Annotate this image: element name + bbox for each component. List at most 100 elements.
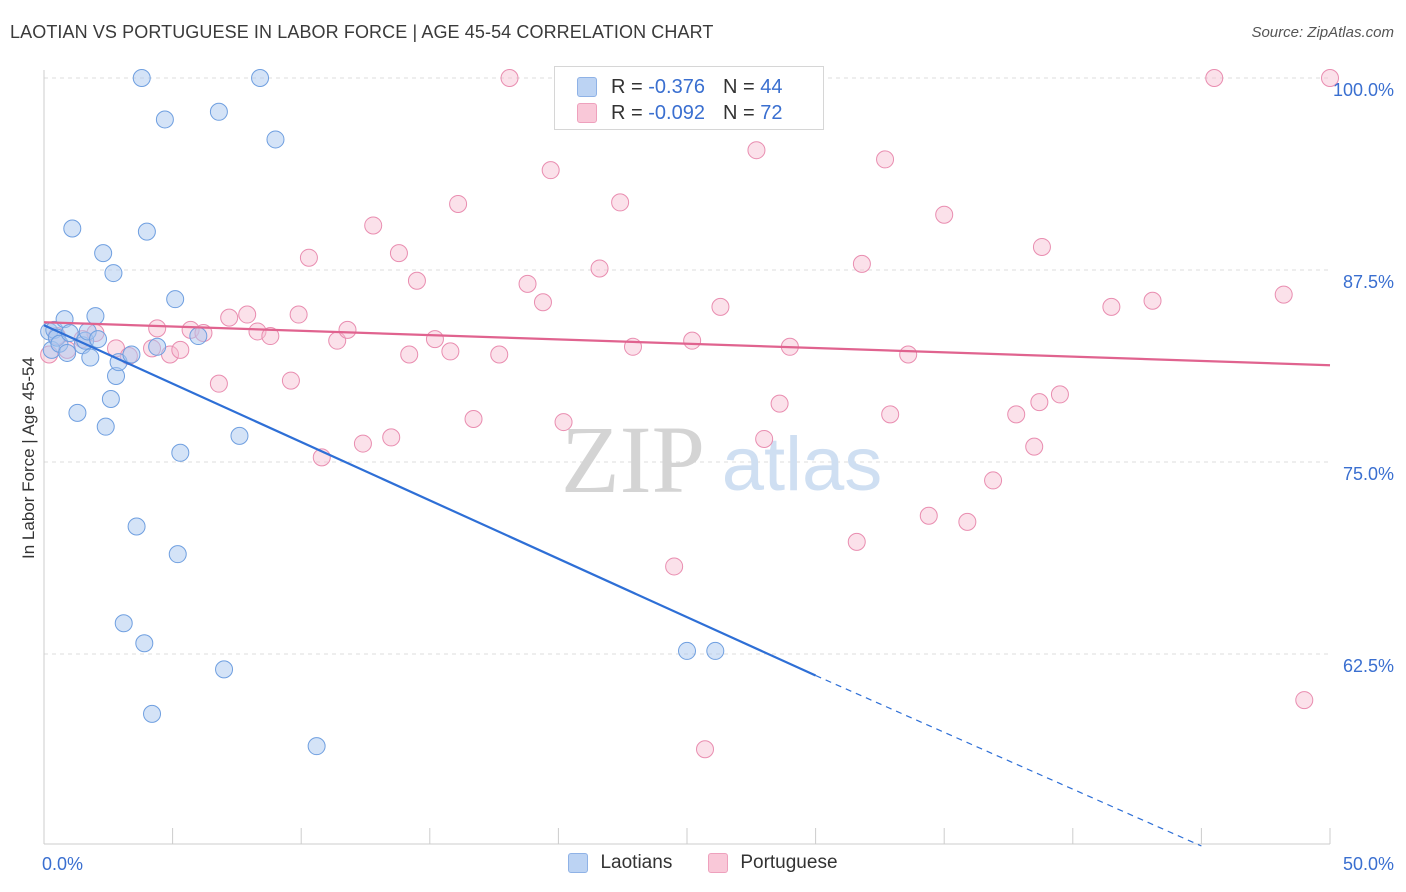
portuguese-point bbox=[500, 69, 519, 87]
laotian-point bbox=[189, 327, 208, 346]
portuguese-point bbox=[590, 259, 609, 278]
axes bbox=[43, 70, 1331, 845]
portuguese-point bbox=[852, 254, 871, 273]
laotian-point bbox=[215, 660, 234, 679]
laotian-point bbox=[143, 704, 162, 723]
portuguese-point bbox=[958, 512, 977, 531]
portuguese-point bbox=[899, 345, 918, 364]
portuguese-point bbox=[299, 248, 318, 267]
laotian-point bbox=[63, 219, 82, 238]
legend-n-value: 44 bbox=[760, 75, 783, 98]
laotian-point bbox=[132, 69, 151, 87]
legend-row-laotians: R = -0.376 N = 44 bbox=[577, 74, 782, 100]
chart-title: LAOTIAN VS PORTUGUESE IN LABOR FORCE | A… bbox=[10, 22, 714, 42]
portuguese-point bbox=[518, 274, 537, 293]
portuguese-point bbox=[755, 429, 774, 448]
legend-r-value: -0.376 bbox=[648, 75, 705, 98]
laotian-point bbox=[706, 641, 725, 660]
portuguese-swatch-icon bbox=[577, 103, 597, 123]
portuguese-point bbox=[171, 340, 190, 359]
x-tick-label: 0.0% bbox=[42, 854, 83, 874]
laotian-point bbox=[94, 244, 113, 263]
portuguese-point bbox=[261, 327, 280, 346]
laotian-points bbox=[40, 69, 748, 756]
portuguese-point bbox=[770, 394, 789, 413]
laotian-trendline-extension bbox=[815, 674, 1202, 847]
watermark: ZIP atlas bbox=[561, 406, 882, 513]
portuguese-trendline bbox=[43, 321, 1331, 367]
laotian-point bbox=[137, 222, 156, 241]
portuguese-point bbox=[407, 271, 426, 290]
portuguese-point bbox=[1143, 291, 1162, 310]
portuguese-point bbox=[289, 305, 308, 324]
legend-item-portuguese[interactable]: Portuguese bbox=[708, 852, 838, 874]
laotian-point bbox=[96, 417, 115, 436]
portuguese-point bbox=[148, 319, 167, 338]
laotian-point bbox=[230, 426, 249, 445]
laotian-point bbox=[135, 634, 154, 653]
portuguese-point bbox=[683, 331, 702, 350]
tick-labels: 62.5% 75.0% 87.5% 100.0% 0.0% 50.0% bbox=[42, 80, 1394, 874]
portuguese-point bbox=[441, 342, 460, 361]
portuguese-point bbox=[209, 374, 228, 393]
portuguese-point bbox=[338, 320, 357, 339]
legend-label-laotians: Laotians bbox=[600, 852, 673, 873]
legend-row-portuguese: R = -0.092 N = 72 bbox=[577, 100, 782, 126]
legend-n-label: N = bbox=[722, 101, 755, 124]
source-label: Source: ZipAtlas.com bbox=[1251, 24, 1394, 41]
portuguese-point bbox=[353, 434, 372, 453]
portuguese-point bbox=[1274, 285, 1293, 304]
portuguese-point bbox=[554, 413, 573, 432]
legend-r-label: R = bbox=[611, 101, 643, 124]
laotian-point bbox=[168, 545, 187, 564]
portuguese-legend-swatch-icon bbox=[708, 853, 729, 873]
portuguese-point bbox=[881, 405, 900, 424]
legend-n-value: 72 bbox=[760, 101, 783, 124]
laotian-trendline bbox=[43, 324, 817, 677]
portuguese-point bbox=[1050, 385, 1069, 404]
portuguese-point bbox=[449, 194, 468, 213]
portuguese-point bbox=[847, 532, 866, 551]
portuguese-point bbox=[1025, 437, 1044, 456]
bottom-legend: Laotians Portuguese bbox=[0, 852, 1406, 874]
portuguese-point bbox=[984, 471, 1003, 490]
laotian-point bbox=[209, 102, 228, 121]
y-tick-label: 62.5% bbox=[1343, 656, 1394, 676]
portuguese-point bbox=[389, 244, 408, 263]
portuguese-point bbox=[464, 409, 483, 428]
laotian-point bbox=[171, 443, 190, 462]
laotian-point bbox=[114, 614, 133, 633]
laotian-point bbox=[58, 343, 77, 362]
laotian-point bbox=[127, 517, 146, 536]
portuguese-point bbox=[935, 205, 954, 224]
laotian-point bbox=[81, 348, 100, 367]
portuguese-point bbox=[238, 305, 257, 324]
laotian-point bbox=[89, 330, 108, 349]
y-tick-label: 75.0% bbox=[1343, 464, 1394, 484]
laotian-point bbox=[101, 390, 120, 409]
stats-legend: R = -0.376 N = 44 R = -0.092 N = 72 bbox=[554, 66, 824, 130]
portuguese-point bbox=[382, 428, 401, 447]
laotian-point bbox=[266, 130, 285, 149]
portuguese-point bbox=[1007, 405, 1026, 424]
x-tick-label: 50.0% bbox=[1343, 854, 1394, 874]
legend-n-label: N = bbox=[722, 75, 755, 98]
laotian-point bbox=[68, 403, 87, 422]
portuguese-point bbox=[1205, 69, 1224, 87]
portuguese-point bbox=[611, 193, 630, 212]
laotian-point bbox=[155, 110, 174, 129]
watermark-atlas: atlas bbox=[722, 422, 883, 507]
laotians-legend-swatch-icon bbox=[568, 853, 589, 873]
legend-item-laotians[interactable]: Laotians bbox=[568, 852, 672, 874]
y-tick-label: 100.0% bbox=[1333, 80, 1394, 100]
watermark-zip: ZIP bbox=[561, 406, 705, 513]
laotian-point bbox=[251, 69, 270, 87]
y-axis-label: In Labor Force | Age 45-54 bbox=[19, 357, 38, 559]
trendlines bbox=[43, 321, 1331, 847]
laotian-point bbox=[148, 337, 167, 356]
legend-r-value: -0.092 bbox=[648, 101, 705, 124]
laotian-point bbox=[678, 641, 696, 660]
laotian-point bbox=[86, 307, 105, 326]
grid-lines bbox=[44, 77, 1330, 655]
